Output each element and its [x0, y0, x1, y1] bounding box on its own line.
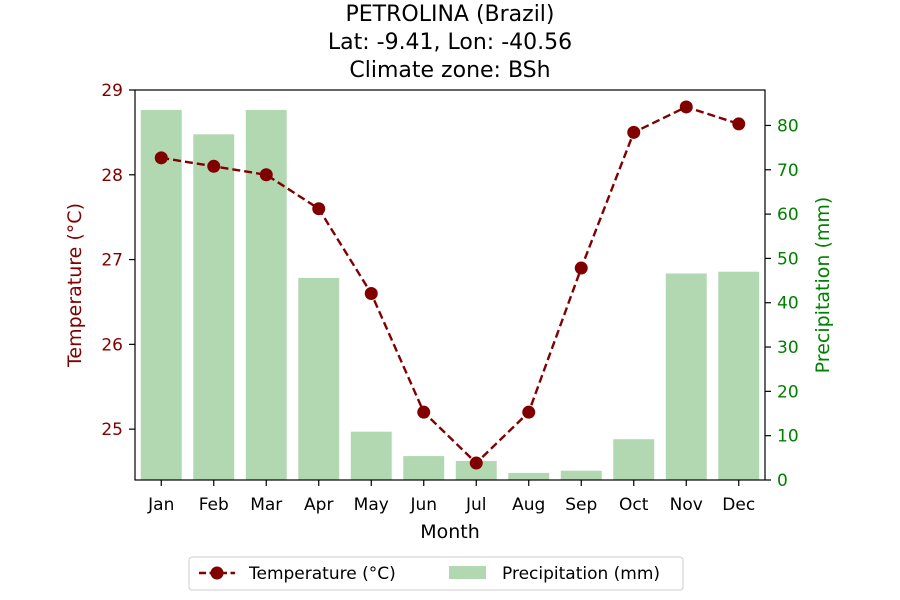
- legend-box: [188, 556, 684, 591]
- temperature-point-feb: [207, 159, 221, 173]
- temperature-point-dec: [732, 117, 746, 131]
- precipitation-bar-jun: [403, 456, 445, 480]
- left-tick-label: 28: [101, 166, 123, 186]
- precipitation-bar-feb: [193, 134, 235, 480]
- precipitation-bar-aug: [508, 472, 550, 480]
- temperature-point-nov: [679, 100, 693, 114]
- temperature-line: [154, 100, 746, 470]
- x-tick-label-oct: Oct: [619, 495, 649, 515]
- temperature-point-jan: [154, 151, 168, 165]
- x-tick-label-mar: Mar: [250, 495, 282, 515]
- right-tick-label: 10: [777, 427, 799, 447]
- x-tick-label-feb: Feb: [199, 495, 229, 515]
- temperature-line-path: [161, 105, 740, 465]
- left-tick-label: 27: [101, 251, 123, 271]
- legend: Temperature (°C) Precipitation (mm): [188, 556, 684, 591]
- precipitation-bar-mar: [245, 109, 287, 481]
- right-tick-label: 30: [777, 338, 799, 358]
- x-tick-label-may: May: [354, 495, 389, 515]
- temperature-axis: 25 26 27 28 29: [101, 81, 135, 440]
- right-tick-label: 80: [777, 116, 799, 136]
- temperature-point-mar: [259, 168, 273, 182]
- temperature-point-aug: [522, 405, 536, 419]
- precipitation-bars: [140, 109, 760, 481]
- legend-temperature-label: Temperature (°C): [248, 564, 396, 584]
- x-tick-label-jan: Jan: [147, 495, 174, 515]
- left-tick-label: 26: [101, 335, 123, 355]
- precipitation-bar-dec: [718, 271, 760, 480]
- month-axis: Jan Feb Mar Apr May Jun Jul Aug Sep Oct Nov Dec: [147, 480, 755, 515]
- plot-frame: [134, 89, 766, 481]
- temperature-point-sep: [574, 261, 588, 275]
- precipitation-bar-apr: [298, 277, 340, 480]
- title-line-coordinates: Lat: -9.41, Lon: -40.56: [328, 30, 572, 55]
- temperature-point-oct: [627, 125, 641, 139]
- right-tick-label: 40: [777, 294, 799, 314]
- precipitation-bar-jul: [455, 460, 497, 480]
- right-tick-label: 60: [777, 205, 799, 225]
- legend-precipitation-swatch-icon: [449, 566, 486, 579]
- x-tick-label-jun: Jun: [409, 495, 437, 515]
- right-tick-label: 0: [777, 471, 788, 491]
- x-tick-label-nov: Nov: [670, 495, 703, 515]
- title-line-station: PETROLINA (Brazil): [345, 2, 554, 27]
- x-tick-label-aug: Aug: [512, 495, 545, 515]
- precipitation-bar-jan: [140, 109, 182, 481]
- left-axis-label: Temperature (°C): [64, 203, 86, 368]
- precipitation-axis: 0 10 20 30 40 50 60 70 80: [765, 116, 799, 491]
- temperature-point-may: [364, 286, 378, 300]
- x-tick-label-apr: Apr: [304, 495, 333, 515]
- precipitation-bar-oct: [613, 439, 655, 480]
- left-tick-label: 25: [101, 420, 123, 440]
- chart-title: PETROLINA (Brazil) Lat: -9.41, Lon: -40.…: [328, 2, 572, 83]
- right-axis-label: Precipitation (mm): [812, 197, 834, 374]
- x-tick-label-sep: Sep: [565, 495, 597, 515]
- temperature-point-jun: [417, 405, 431, 419]
- precipitation-bar-sep: [560, 470, 602, 480]
- title-line-climate-zone: Climate zone: BSh: [349, 58, 550, 83]
- legend-temperature-marker-icon: [210, 566, 224, 580]
- legend-precipitation-label: Precipitation (mm): [502, 564, 660, 584]
- temperature-point-jul: [469, 456, 483, 470]
- right-tick-label: 20: [777, 382, 799, 402]
- temperature-point-apr: [312, 202, 326, 216]
- right-tick-label: 70: [777, 161, 799, 181]
- x-tick-label-jul: Jul: [465, 495, 487, 515]
- x-tick-label-dec: Dec: [722, 495, 755, 515]
- x-axis-label: Month: [420, 521, 480, 543]
- precipitation-bar-nov: [665, 273, 707, 480]
- left-tick-label: 29: [101, 81, 123, 101]
- precipitation-bar-may: [350, 431, 392, 480]
- right-tick-label: 50: [777, 249, 799, 269]
